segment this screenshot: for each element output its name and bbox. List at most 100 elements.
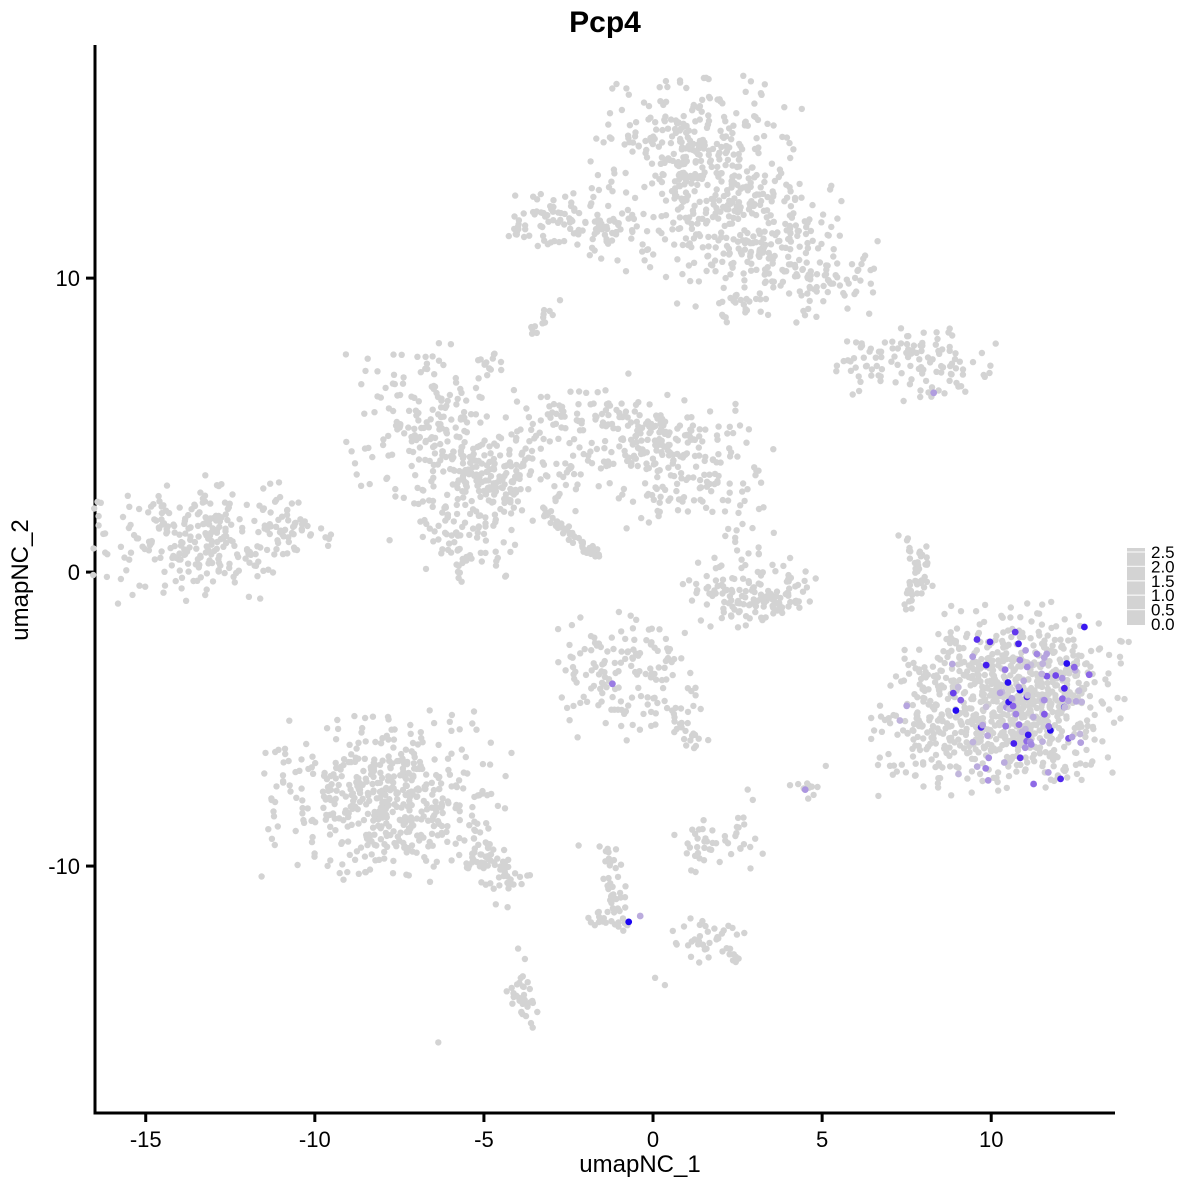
cell-point bbox=[460, 415, 467, 423]
cell-point bbox=[368, 838, 375, 845]
cell-point bbox=[757, 581, 764, 588]
y-axis-title: umapNC_2 bbox=[7, 519, 34, 640]
cell-point bbox=[418, 808, 425, 815]
cell-point bbox=[919, 339, 926, 347]
cell-point bbox=[594, 171, 602, 179]
cell-point bbox=[948, 360, 956, 367]
cell-point bbox=[814, 245, 822, 252]
cell-point bbox=[757, 591, 765, 598]
cell-point bbox=[254, 543, 261, 550]
cell-point bbox=[733, 931, 741, 938]
cell-point bbox=[456, 726, 463, 733]
cell-point bbox=[765, 219, 772, 227]
cell-point bbox=[183, 548, 191, 555]
cell-point bbox=[405, 828, 413, 835]
cell-point bbox=[437, 421, 444, 428]
cell-point bbox=[672, 704, 679, 712]
cell-point bbox=[1044, 679, 1051, 687]
cell-point bbox=[975, 749, 982, 756]
cell-point bbox=[636, 445, 643, 453]
cell-point bbox=[145, 547, 153, 554]
cell-point bbox=[205, 535, 212, 542]
cell-point bbox=[452, 374, 459, 382]
cell-point bbox=[213, 482, 221, 489]
cell-point bbox=[1000, 657, 1007, 665]
cell-point bbox=[631, 636, 638, 643]
cell-point bbox=[406, 797, 413, 805]
cell-point bbox=[435, 522, 442, 529]
cell-point bbox=[490, 351, 498, 358]
cell-point bbox=[450, 518, 457, 525]
cell-point bbox=[170, 521, 177, 528]
cell-point bbox=[142, 583, 149, 590]
cell-point bbox=[448, 727, 455, 734]
cell-point bbox=[263, 546, 271, 554]
cell-point bbox=[329, 811, 336, 818]
cell-point bbox=[484, 372, 491, 379]
cell-point bbox=[786, 554, 794, 562]
cell-point bbox=[749, 524, 756, 532]
cell-point bbox=[923, 578, 931, 585]
cell-point bbox=[338, 773, 345, 780]
cell-point bbox=[381, 841, 388, 848]
cell-point bbox=[876, 754, 883, 761]
cell-point bbox=[955, 736, 962, 743]
cell-point bbox=[458, 451, 465, 458]
cell-point bbox=[752, 835, 759, 842]
cell-point bbox=[855, 387, 863, 395]
cell-point bbox=[627, 612, 634, 619]
cell-point bbox=[167, 544, 174, 552]
cell-point bbox=[684, 414, 691, 421]
cell-point bbox=[636, 412, 643, 419]
cell-point bbox=[478, 394, 485, 401]
cell-point bbox=[1036, 632, 1043, 639]
cell-point bbox=[691, 852, 699, 859]
cell-point bbox=[914, 568, 921, 575]
cell-point bbox=[894, 345, 901, 352]
cell-point bbox=[648, 670, 656, 677]
cell-point bbox=[566, 439, 573, 447]
cell-point bbox=[572, 507, 579, 515]
cell-point bbox=[602, 719, 609, 727]
cell-point bbox=[481, 861, 488, 869]
cell-point bbox=[439, 795, 446, 802]
cell-point bbox=[702, 426, 709, 433]
cell-point bbox=[1037, 718, 1044, 726]
cell-point bbox=[664, 654, 672, 662]
cell-point bbox=[814, 783, 821, 791]
cell-point bbox=[604, 845, 611, 852]
cell-point bbox=[202, 591, 209, 599]
cell-point bbox=[610, 215, 617, 223]
cell-point bbox=[730, 259, 737, 267]
cell-point bbox=[792, 264, 799, 271]
cell-point bbox=[539, 459, 546, 466]
cell-point bbox=[501, 463, 508, 470]
cell-point bbox=[403, 849, 410, 856]
cell-point bbox=[740, 72, 747, 80]
cell-point bbox=[523, 405, 530, 412]
cell-point bbox=[874, 761, 882, 769]
cell-point bbox=[446, 771, 454, 778]
cell-point bbox=[203, 570, 211, 577]
cell-point bbox=[114, 600, 122, 607]
cell-point bbox=[857, 277, 864, 284]
cell-point bbox=[382, 384, 389, 392]
cell-point bbox=[661, 116, 668, 124]
cell-point bbox=[605, 202, 612, 210]
cell-point bbox=[595, 222, 603, 230]
cell-point bbox=[431, 371, 438, 378]
cell-point bbox=[265, 826, 272, 833]
cell-point bbox=[692, 684, 699, 691]
cell-point bbox=[324, 542, 332, 549]
cell-point bbox=[575, 534, 582, 542]
cell-point bbox=[979, 683, 986, 690]
cell-point bbox=[933, 329, 940, 336]
cell-point bbox=[720, 192, 728, 200]
cell-point bbox=[804, 780, 811, 787]
cell-point bbox=[629, 441, 636, 448]
cell-point bbox=[377, 836, 385, 843]
cell-point bbox=[379, 441, 387, 449]
cell-point bbox=[724, 430, 731, 437]
cell-point bbox=[681, 174, 688, 181]
cell-point bbox=[366, 797, 373, 805]
